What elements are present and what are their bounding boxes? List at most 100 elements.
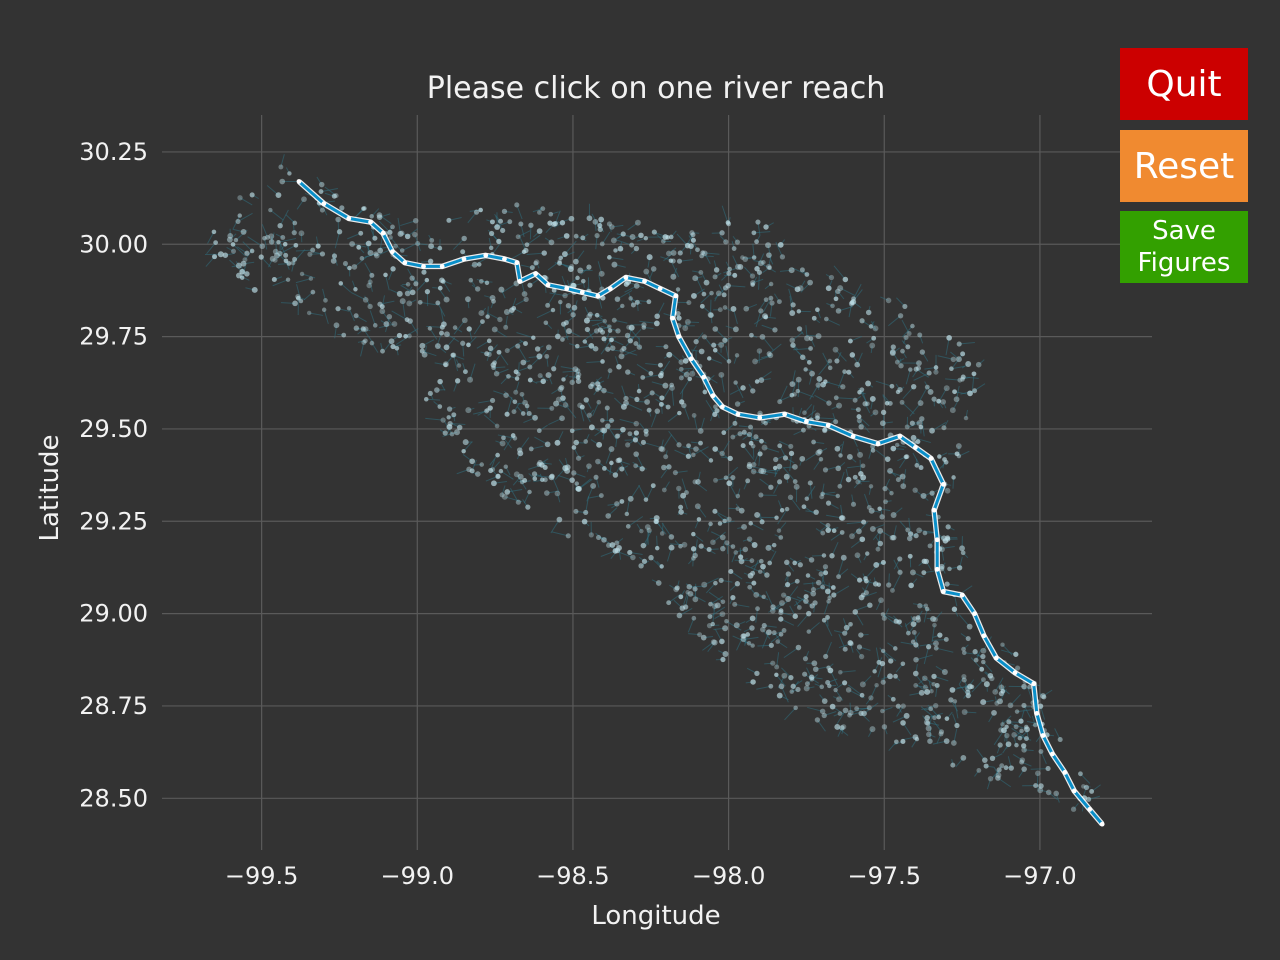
river-reach-segment[interactable] [668,247,677,254]
river-reach-node[interactable] [880,679,886,685]
river-reach-segment[interactable] [750,522,764,531]
river-reach-node[interactable] [917,400,924,406]
river-reach-node[interactable] [478,310,485,317]
river-reach-segment[interactable] [789,453,793,472]
river-reach-node[interactable] [520,411,526,416]
river-reach-segment[interactable] [662,434,673,450]
river-reach-node[interactable] [893,673,898,679]
river-reach-node[interactable] [932,715,937,721]
river-reach-node[interactable] [336,229,343,235]
river-reach-node[interactable] [607,328,613,333]
river-reach-segment[interactable] [956,385,960,400]
river-reach-segment[interactable] [618,551,634,558]
river-reach-node[interactable] [889,350,896,356]
river-reach-segment[interactable] [1048,792,1058,801]
river-reach-node[interactable] [272,257,278,263]
river-reach-segment[interactable] [772,601,788,612]
river-reach-node[interactable] [306,310,312,316]
river-reach-node[interactable] [486,338,492,344]
river-reach-node[interactable] [519,479,525,485]
river-reach-segment[interactable] [773,632,781,641]
river-reach-segment[interactable] [247,236,263,247]
river-reach-segment[interactable] [719,235,727,243]
river-reach-node[interactable] [698,348,705,355]
river-reach-node[interactable] [779,507,785,513]
river-reach-node[interactable] [730,595,736,601]
river-reach-node[interactable] [657,362,663,368]
river-reach-segment[interactable] [501,485,506,496]
river-reach-node[interactable] [575,455,582,461]
river-reach-node[interactable] [1008,765,1014,771]
river-reach-node[interactable] [460,340,466,346]
river-reach-node[interactable] [469,458,476,465]
river-reach-node[interactable] [806,359,812,365]
river-reach-node[interactable] [774,664,780,670]
river-reach-node[interactable] [742,256,749,263]
river-reach-node[interactable] [927,543,933,549]
river-reach-node[interactable] [760,563,766,570]
river-reach-node[interactable] [700,250,705,256]
river-reach-segment[interactable] [715,476,732,481]
river-reach-node[interactable] [855,479,861,485]
river-reach-node[interactable] [484,408,489,414]
river-reach-node[interactable] [856,418,862,424]
river-reach-segment[interactable] [762,336,774,351]
river-reach-segment[interactable] [916,675,926,688]
river-reach-segment[interactable] [455,359,460,366]
river-reach-node[interactable] [765,242,772,249]
river-reach-segment[interactable] [923,608,928,623]
river-reach-node[interactable] [785,571,792,577]
river-reach-node[interactable] [915,615,921,620]
river-reach-node[interactable] [580,278,586,284]
river-reach-node[interactable] [912,487,918,493]
river-reach-node[interactable] [488,245,494,251]
main-river-point[interactable] [595,293,601,299]
river-reach-node[interactable] [838,515,845,521]
river-reach-segment[interactable] [761,354,771,359]
river-reach-node[interactable] [750,643,755,648]
river-reach-segment[interactable] [778,440,791,447]
river-reach-node[interactable] [815,382,821,388]
river-reach-node[interactable] [842,646,848,652]
river-reach-node[interactable] [818,571,824,577]
river-reach-node[interactable] [939,546,945,553]
river-reach-node[interactable] [894,359,900,365]
river-reach-node[interactable] [217,251,224,258]
river-reach-node[interactable] [668,258,674,263]
river-reach-node[interactable] [515,499,521,505]
river-reach-node[interactable] [925,720,931,726]
river-reach-node[interactable] [909,420,915,426]
river-reach-node[interactable] [646,299,652,305]
river-reach-segment[interactable] [993,767,999,776]
river-reach-node[interactable] [1081,784,1086,789]
river-reach-node[interactable] [610,237,617,244]
river-reach-node[interactable] [822,427,828,434]
river-reach-node[interactable] [750,388,756,394]
river-reach-node[interactable] [480,319,485,324]
river-reach-node[interactable] [478,207,483,213]
river-reach-node[interactable] [948,697,954,703]
river-reach-node[interactable] [832,346,839,353]
river-reach-node[interactable] [795,388,801,394]
river-reach-segment[interactable] [902,386,915,400]
river-reach-node[interactable] [434,343,441,349]
river-reach-node[interactable] [466,326,472,332]
river-reach-segment[interactable] [347,232,361,240]
river-reach-node[interactable] [676,612,683,619]
river-reach-segment[interactable] [909,402,921,417]
river-reach-segment[interactable] [594,221,597,231]
river-reach-node[interactable] [404,233,411,240]
river-reach-segment[interactable] [425,417,444,421]
river-reach-node[interactable] [446,406,453,412]
river-reach-node[interactable] [937,632,943,638]
river-reach-node[interactable] [569,428,575,434]
river-reach-node[interactable] [981,659,986,665]
river-reach-segment[interactable] [368,277,371,286]
river-reach-segment[interactable] [958,450,970,457]
river-reach-node[interactable] [655,580,662,586]
river-reach-node[interactable] [789,392,795,398]
main-river-point[interactable] [321,201,327,207]
river-reach-node[interactable] [487,345,494,352]
river-reach-node[interactable] [583,397,589,403]
river-reach-node[interactable] [854,706,860,712]
